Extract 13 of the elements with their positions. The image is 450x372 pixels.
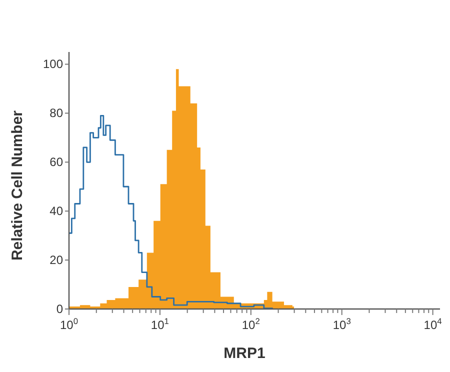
- y-tick-label: 60: [50, 155, 64, 170]
- x-tick-label: 10$^{0}$: [60, 316, 78, 332]
- y-axis-title: Relative Cell Number: [9, 110, 26, 261]
- x-axis-title: MRP1: [224, 345, 266, 362]
- y-tick-label: 0: [56, 302, 64, 316]
- y-tick-label: 20: [50, 253, 64, 268]
- y-tick-label: 100: [42, 57, 64, 72]
- y-tick-label: 40: [50, 204, 64, 218]
- x-tick-label: 10$^{1}$: [150, 316, 170, 332]
- x-tick-label: 10$^{4}$: [424, 316, 442, 332]
- y-tick-label: 80: [50, 106, 64, 120]
- x-tick-label: 10$^{3}$: [332, 316, 352, 332]
- x-tick-label: 10$^{2}$: [242, 316, 260, 332]
